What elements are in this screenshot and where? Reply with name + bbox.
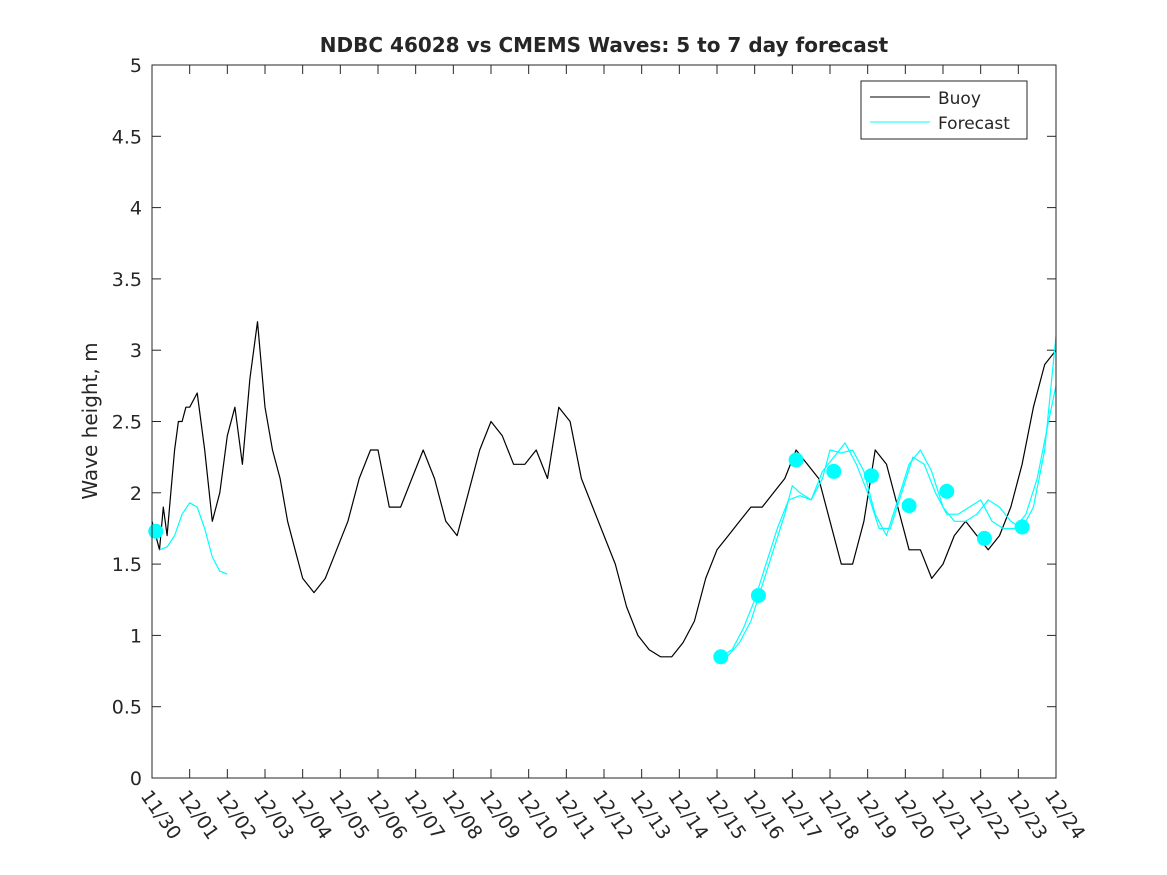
y-tick-label: 3: [130, 340, 142, 362]
y-tick-label: 4: [130, 198, 142, 220]
legend: Buoy Forecast: [860, 80, 1028, 140]
chart-title: NDBC 46028 vs CMEMS Waves: 5 to 7 day fo…: [320, 33, 889, 57]
y-tick-label: 2: [130, 483, 142, 505]
forecast-marker: [976, 530, 992, 546]
forecast-marker: [788, 452, 804, 468]
forecast-marker: [1014, 519, 1030, 535]
legend-box: [860, 80, 1028, 140]
y-tick-label: 1: [130, 625, 142, 647]
series-line-forecast: [159, 502, 228, 575]
series-line-buoy: [151, 321, 1057, 658]
forecast-marker: [863, 468, 879, 484]
forecast-marker: [750, 587, 766, 603]
series-line-forecast-2: [716, 335, 1057, 658]
y-tick-label: 1.5: [112, 554, 142, 576]
y-tick-label: 3.5: [112, 269, 142, 291]
plot-frame: [151, 64, 1057, 779]
plot-area: [152, 65, 1056, 778]
series-line-forecast-3: [720, 385, 1057, 658]
forecast-marker: [826, 463, 842, 479]
y-tick-label: 0.5: [112, 697, 142, 719]
y-tick-label: 0: [130, 768, 142, 790]
y-tick-label: 4.5: [112, 126, 142, 148]
legend-label-forecast: Forecast: [938, 114, 1010, 134]
forecast-marker: [148, 523, 164, 539]
forecast-marker: [713, 649, 729, 665]
legend-label-buoy: Buoy: [938, 89, 981, 109]
series-lines: [151, 321, 1057, 658]
y-tick-label: 2.5: [112, 412, 142, 434]
y-tick-label: 5: [130, 55, 142, 77]
forecast-marker: [939, 483, 955, 499]
forecast-marker: [901, 498, 917, 514]
forecast-markers: [148, 452, 1030, 665]
y-axis-label: Wave height, m: [78, 342, 102, 499]
